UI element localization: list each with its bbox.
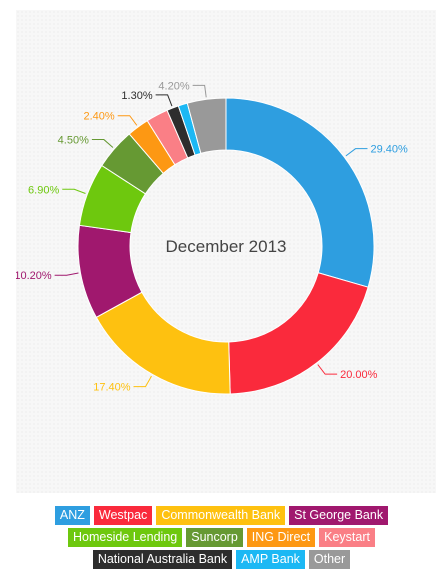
legend-item-commonwealth-bank[interactable]: Commonwealth Bank [156, 506, 286, 525]
leader-line [62, 188, 86, 194]
donut-chart: 29.40% 20.00% 17.40% 10.20% 6.90% 4.50% 2.40% 1… [16, 80, 409, 395]
slice-other[interactable] [186, 97, 227, 154]
data-label: 4.50% [58, 135, 89, 147]
legend-item-westpac[interactable]: Westpac [93, 506, 153, 525]
data-label: 29.40% [371, 144, 409, 156]
legend-row: ANZ Westpac Commonwealth Bank St George Ban… [0, 506, 443, 525]
legend-item-ing-direct[interactable]: ING Direct [246, 528, 316, 547]
chart-area: 29.40% 20.00% 17.40% 10.20% 6.90% 4.50% 2.40% 1… [16, 10, 436, 493]
legend-item-anz[interactable]: ANZ [54, 506, 90, 525]
legend-item-national-australia-bank[interactable]: National Australia Bank [92, 550, 233, 569]
leader-line [91, 139, 114, 148]
data-label: 2.40% [84, 111, 115, 123]
slice-anz[interactable] [225, 97, 375, 288]
data-label: 10.20% [16, 270, 52, 282]
slice-commonwealth-bank[interactable] [95, 291, 231, 395]
legend-item-other[interactable]: Other [308, 550, 351, 569]
legend-row: Homeside Lending Suncorp ING Direct Keystar… [0, 528, 443, 547]
data-label: 6.90% [28, 184, 59, 196]
legend-item-suncorp[interactable]: Suncorp [186, 528, 243, 547]
legend-item-st-george-bank[interactable]: St George Bank [289, 506, 389, 525]
legend: ANZ Westpac Commonwealth Bank St George Ban… [0, 506, 443, 572]
leader-line [345, 148, 368, 157]
legend-row: National Australia Bank AMP Bank Other [0, 550, 443, 569]
leader-line [155, 94, 173, 107]
legend-item-amp-bank[interactable]: AMP Bank [236, 550, 305, 569]
leader-line [133, 375, 152, 388]
leader-line [54, 272, 79, 276]
data-label: 17.40% [93, 382, 131, 394]
data-label: 4.20% [158, 80, 189, 92]
center-label: December 2013 [166, 237, 287, 256]
data-label: 20.00% [340, 369, 378, 381]
legend-item-keystart[interactable]: Keystart [319, 528, 375, 547]
leader-line [192, 84, 207, 98]
leader-line [117, 115, 138, 126]
legend-item-homeside-lending[interactable]: Homeside Lending [67, 528, 183, 547]
data-label: 1.30% [121, 90, 152, 102]
leader-line [317, 364, 338, 375]
